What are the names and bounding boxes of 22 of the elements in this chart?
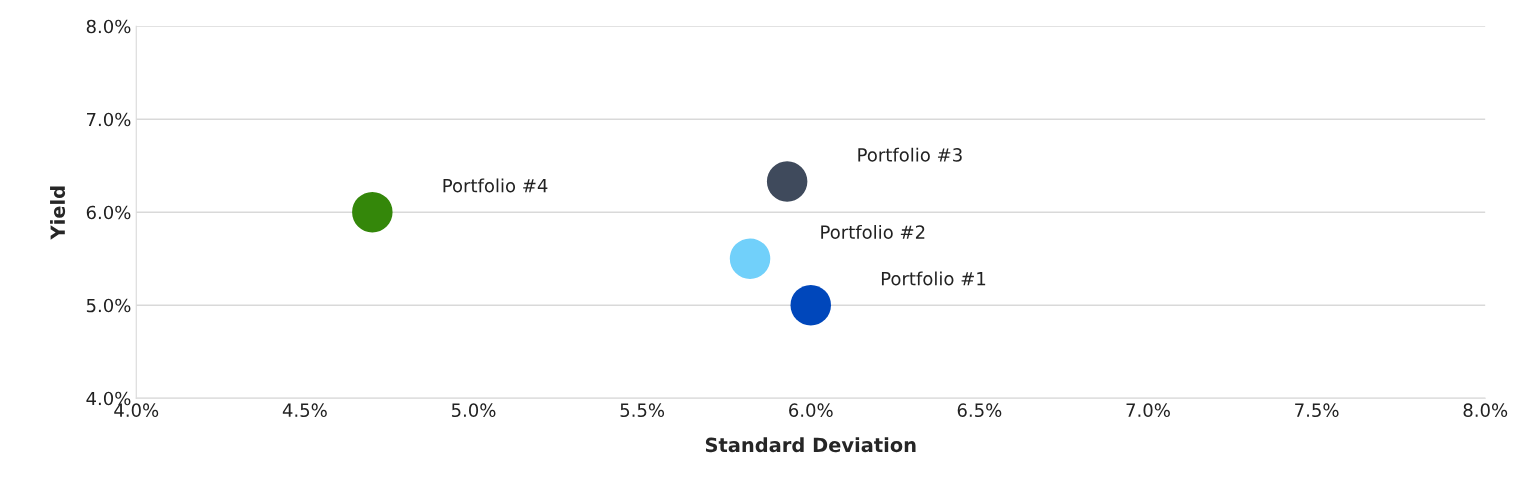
x-tick-label: 4.5% [282,403,327,418]
point [352,191,393,233]
text: Portfolio #1 [881,271,986,286]
point [766,161,808,202]
x-tick-label: 5.5% [620,403,665,418]
x-tick-label: 6.0% [789,403,833,418]
point [729,238,771,279]
x-axis-title: Standard Deviation [705,437,916,453]
x-tick-label: 5.0% [451,403,496,418]
x-tick-label: 7.5% [1295,403,1339,418]
x-tick-label: 6.5% [957,403,1002,418]
point [790,284,831,326]
x-tick-label: 7.0% [1126,403,1170,418]
x-tick-label: 8.0% [1463,403,1508,418]
y-tick-label: 7.0% [87,112,131,127]
text: Portfolio #2 [821,224,925,239]
y-axis-title: Yield [50,186,66,240]
y-tick-label: 6.0% [86,205,131,220]
text: Portfolio #3 [858,147,962,162]
text: Portfolio #4 [443,178,548,193]
y-tick-label: 8.0% [86,19,131,34]
y-tick-label: 5.0% [86,298,131,313]
